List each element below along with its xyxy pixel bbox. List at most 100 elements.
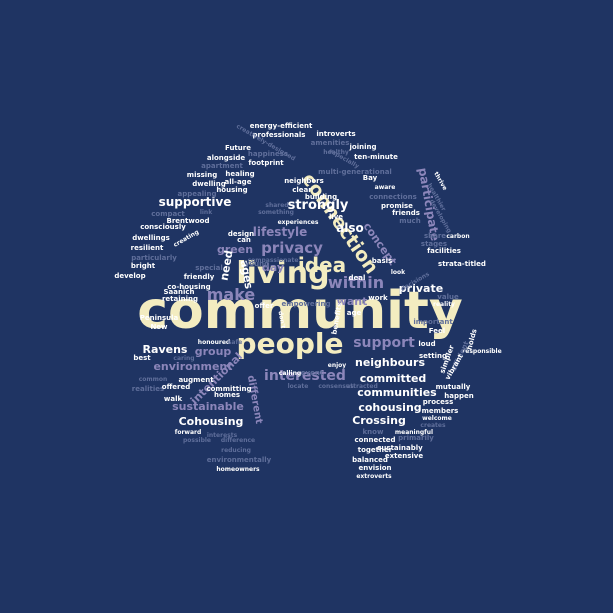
word-facilities: facilities xyxy=(427,247,461,255)
word-introverts: introverts xyxy=(316,130,355,138)
word-mutually: mutually xyxy=(436,383,471,391)
word-connected: connected xyxy=(355,436,396,444)
word-important: important xyxy=(413,318,453,326)
word-strata-titled: strata-titled xyxy=(438,260,486,268)
word-strongly: strongly xyxy=(288,198,349,213)
word-want: want xyxy=(337,295,368,308)
word-different: different xyxy=(245,374,264,424)
word-happen: happen xyxy=(444,392,473,400)
word-footprint: footprint xyxy=(248,159,284,167)
word-setting: setting xyxy=(419,352,447,360)
word-much: much xyxy=(399,217,420,225)
word-age: age xyxy=(347,309,362,317)
word-living: living xyxy=(236,256,329,291)
word-within: within xyxy=(328,273,384,292)
word-safe: safe xyxy=(228,339,242,346)
word-alongside: alongside xyxy=(207,154,246,162)
word-extroverts: extroverts xyxy=(356,473,392,480)
word-together: together xyxy=(358,446,393,454)
word-resilient: resilient xyxy=(131,244,164,252)
word-idea: idea xyxy=(298,253,346,277)
word-multi-generational: multi-generational xyxy=(318,168,392,176)
word-aware: aware xyxy=(375,184,396,191)
word-experiences: experiences xyxy=(278,219,319,226)
word-offer: offer xyxy=(255,302,274,310)
word-walk: walk xyxy=(164,395,183,403)
word-group: group xyxy=(195,345,232,358)
word-best: best xyxy=(133,354,151,362)
word-retaining: retaining xyxy=(162,295,198,303)
word-brentwood: Brentwood xyxy=(167,217,210,225)
word-homeowners: homeowners xyxy=(216,466,260,473)
word-possible: possible xyxy=(183,437,211,444)
word-live: live xyxy=(329,213,343,221)
word-appealing: appealing xyxy=(177,190,216,198)
word-develop: develop xyxy=(114,272,145,280)
word-communities: communities xyxy=(357,386,437,399)
word-value: value xyxy=(437,293,459,301)
word-clear: clear xyxy=(292,186,312,194)
word-peninsula: Peninsula xyxy=(140,314,179,322)
word-consensus: consensus xyxy=(318,383,354,390)
word-healing: healing xyxy=(225,170,254,178)
word-design: design xyxy=(228,230,254,238)
word-creates: creates xyxy=(420,422,446,429)
word-crossing: Crossing xyxy=(352,414,406,427)
word-sustainably: sustainably xyxy=(377,444,423,452)
word-empowering: empowering xyxy=(282,300,331,308)
word-share: share xyxy=(424,232,446,240)
word-event: event xyxy=(301,369,324,377)
word-lifestyle: lifestyle xyxy=(253,225,308,239)
word-neighbours: neighbours xyxy=(355,356,425,369)
word-shared: shared xyxy=(265,202,288,209)
word-green: green xyxy=(217,243,253,256)
word-attracted: attracted xyxy=(346,383,378,390)
word-ravens: Ravens xyxy=(143,343,188,356)
word-cohousing: Cohousing xyxy=(179,415,244,428)
word-honoured: honoured xyxy=(198,339,230,346)
word-common: common xyxy=(139,376,168,383)
word-co-housing: co-housing xyxy=(167,283,210,291)
word-forward: forward xyxy=(175,429,202,436)
word-deal: deal xyxy=(349,274,366,282)
word-know: know xyxy=(363,428,384,436)
word-apartment: apartment xyxy=(201,162,243,170)
word-saanich: Saanich xyxy=(163,288,194,296)
word-also: also xyxy=(336,221,364,235)
word-environmentally: environmentally xyxy=(207,456,272,464)
word-new: New xyxy=(150,323,168,331)
word-offered: offered xyxy=(162,383,190,391)
word-bay: Bay xyxy=(363,174,378,182)
word-committing: committing xyxy=(206,385,251,393)
word-all-age: all-age xyxy=(225,178,252,186)
word-homes: homes xyxy=(214,391,240,399)
word-people: people xyxy=(237,327,344,360)
word-enjoy: enjoy xyxy=(328,362,347,369)
word-reality: reality xyxy=(433,301,455,308)
word-basis: basis xyxy=(372,257,392,265)
word-make: make xyxy=(207,285,256,304)
word-interested: interested xyxy=(264,368,346,384)
word-day: day xyxy=(262,261,284,274)
word-difference: difference xyxy=(221,437,255,444)
word-friendly: friendly xyxy=(184,273,215,281)
word-calling: calling xyxy=(279,370,301,377)
word-ages: ages xyxy=(238,259,256,291)
word-something: something xyxy=(258,209,294,216)
word-balanced: balanced xyxy=(352,456,388,464)
word-welcome: welcome xyxy=(422,415,452,422)
word-sustainable: sustainable xyxy=(172,400,244,413)
word-housing: housing xyxy=(216,186,247,194)
word-privacy: privacy xyxy=(261,239,323,257)
word-community: community xyxy=(137,281,463,341)
word-building: building xyxy=(305,193,337,201)
word-link: link xyxy=(200,209,213,216)
word-creating: creating xyxy=(172,229,200,249)
word-process: process xyxy=(423,398,454,406)
word-don-t: don't xyxy=(277,311,287,329)
word-energy-efficient: energy-efficient xyxy=(250,122,313,130)
word-work: work xyxy=(368,294,388,302)
word-augment: augment xyxy=(178,376,214,384)
word-interests: interests xyxy=(207,432,238,439)
